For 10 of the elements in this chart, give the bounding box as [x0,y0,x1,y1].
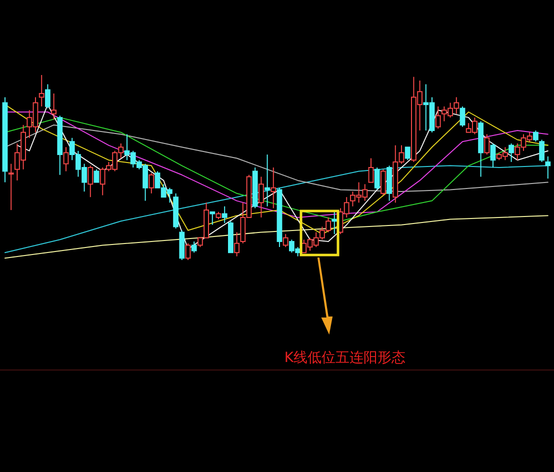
candlestick [8,163,14,211]
candlestick [270,167,276,209]
candlestick [38,74,44,107]
candlestick [222,206,228,224]
candlestick [264,154,270,207]
candlestick [51,93,56,120]
candlestick [2,96,8,183]
candlestick [234,232,240,257]
candlestick [545,156,551,180]
text: K线低位五连阳形态 [284,350,406,366]
